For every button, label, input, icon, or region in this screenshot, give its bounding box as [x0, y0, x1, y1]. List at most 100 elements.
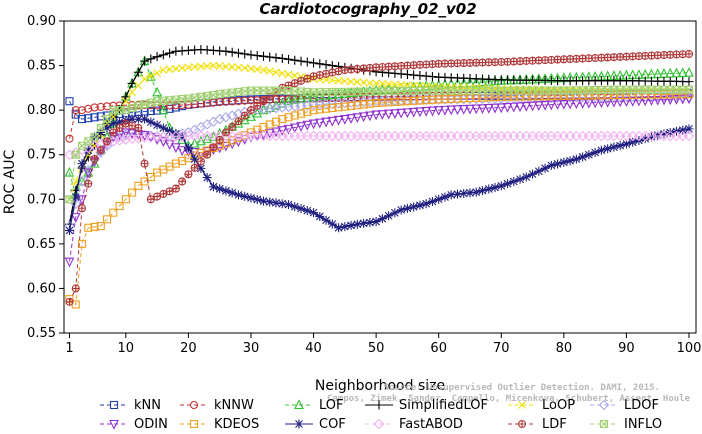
data-point-kdeos [684, 90, 694, 99]
data-point-odin [321, 117, 331, 128]
data-point-odin [427, 106, 438, 117]
data-point-cof [215, 184, 225, 194]
data-point-kdeos [465, 94, 475, 103]
data-point-odin [452, 105, 463, 116]
legend-label-odin: ODIN [134, 417, 168, 432]
data-point-odin [521, 101, 532, 112]
data-point-cof [233, 190, 243, 200]
data-point-kdeos [303, 107, 312, 116]
data-point-cof [490, 182, 500, 192]
data-point-lof [477, 76, 488, 87]
data-point-kdeos [422, 96, 431, 105]
data-point-simplifiedlof [133, 67, 143, 77]
data-point-odin [233, 137, 244, 148]
data-point-cof [290, 202, 300, 212]
data-point-cof [96, 127, 106, 137]
data-point-kdeos [547, 92, 556, 101]
data-point-cof [596, 145, 606, 155]
data-point-loop [240, 64, 249, 72]
data-point-cof [190, 154, 200, 164]
data-point-kdeos [572, 91, 581, 100]
data-point-lof [684, 66, 694, 77]
data-point-odin [390, 109, 400, 119]
data-point-cof [365, 217, 375, 227]
data-point-knnw [109, 101, 118, 110]
data-point-loop [391, 80, 399, 89]
data-point-cof [609, 142, 619, 152]
data-point-inflo [684, 85, 694, 94]
data-point-inflo [96, 123, 105, 133]
data-point-kdeos [628, 90, 637, 99]
y-axis-label: ROC AUC [2, 149, 18, 214]
data-point-kdeos [597, 91, 606, 100]
data-point-ldf [684, 49, 694, 59]
data-point-knnw [96, 102, 105, 111]
data-point-knnw [178, 100, 187, 110]
data-point-ldf [171, 184, 180, 193]
data-point-loop [128, 88, 136, 97]
data-point-loop [121, 97, 130, 106]
data-point-loop [165, 65, 174, 74]
data-point-odin [402, 108, 413, 119]
data-point-kdeos [409, 96, 418, 105]
data-point-ldf [246, 106, 256, 115]
data-point-loop [353, 78, 362, 86]
data-point-cof [615, 141, 625, 151]
data-point-odin [283, 124, 294, 135]
data-point-cof [684, 124, 694, 134]
data-point-loop [384, 80, 393, 89]
data-point-odin [70, 213, 81, 223]
data-point-kdeos [578, 91, 587, 100]
data-point-odin [546, 100, 557, 111]
data-point-odin [120, 128, 131, 139]
data-point-loop [378, 79, 387, 88]
data-point-ldf [65, 297, 74, 306]
data-point-cof [158, 123, 168, 133]
data-point-odin [440, 105, 450, 116]
data-point-knnw [184, 100, 193, 109]
data-point-cof [678, 125, 688, 135]
data-point-ldf [221, 128, 230, 137]
data-point-cof [452, 189, 462, 199]
data-point-lof [64, 166, 75, 177]
data-point-kdeos [653, 90, 662, 99]
data-point-odin [314, 118, 325, 129]
data-point-odin [346, 114, 356, 124]
legend-item-simplifiedlof: SimplifiedLOF [365, 398, 488, 413]
data-point-loop [372, 79, 381, 88]
data-point-lof [471, 76, 482, 87]
data-point-kdeos [666, 90, 675, 99]
source-watermark: Source: Unsupervised Outlier Detection. … [327, 382, 691, 404]
data-point-knnw [372, 92, 381, 101]
data-point-ldof [220, 111, 232, 123]
data-point-cof [534, 166, 544, 176]
data-point-odin [271, 127, 281, 138]
data-point-cof [496, 181, 506, 191]
data-point-odin [415, 107, 425, 118]
data-point-ldf [190, 163, 199, 172]
data-point-knn [65, 97, 74, 106]
data-point-cof [258, 196, 268, 206]
data-point-ldf [77, 204, 87, 213]
data-point-odin [652, 95, 663, 106]
data-point-kdeos [290, 111, 299, 120]
data-point-lof [77, 175, 87, 186]
data-point-odin [289, 123, 300, 134]
data-point-kdeos [353, 101, 362, 110]
data-point-kdeos [497, 92, 506, 101]
data-point-cof [590, 147, 600, 157]
legend-item-knnw: kNNW [180, 398, 254, 413]
data-point-odin [552, 100, 563, 110]
data-point-loop [322, 75, 330, 84]
data-point-knnw [397, 92, 406, 101]
y-tick-label: 0.85 [27, 59, 56, 74]
legend-marker-lof [294, 399, 304, 410]
data-point-cof [578, 152, 588, 162]
data-point-loop [334, 76, 343, 85]
y-tick-label: 0.70 [27, 192, 56, 207]
series-inflo [65, 85, 694, 204]
y-tick-label: 0.55 [27, 326, 56, 341]
data-point-kdeos [634, 90, 643, 99]
x-tick-label: 1 [65, 341, 73, 356]
data-point-odin [465, 104, 475, 115]
